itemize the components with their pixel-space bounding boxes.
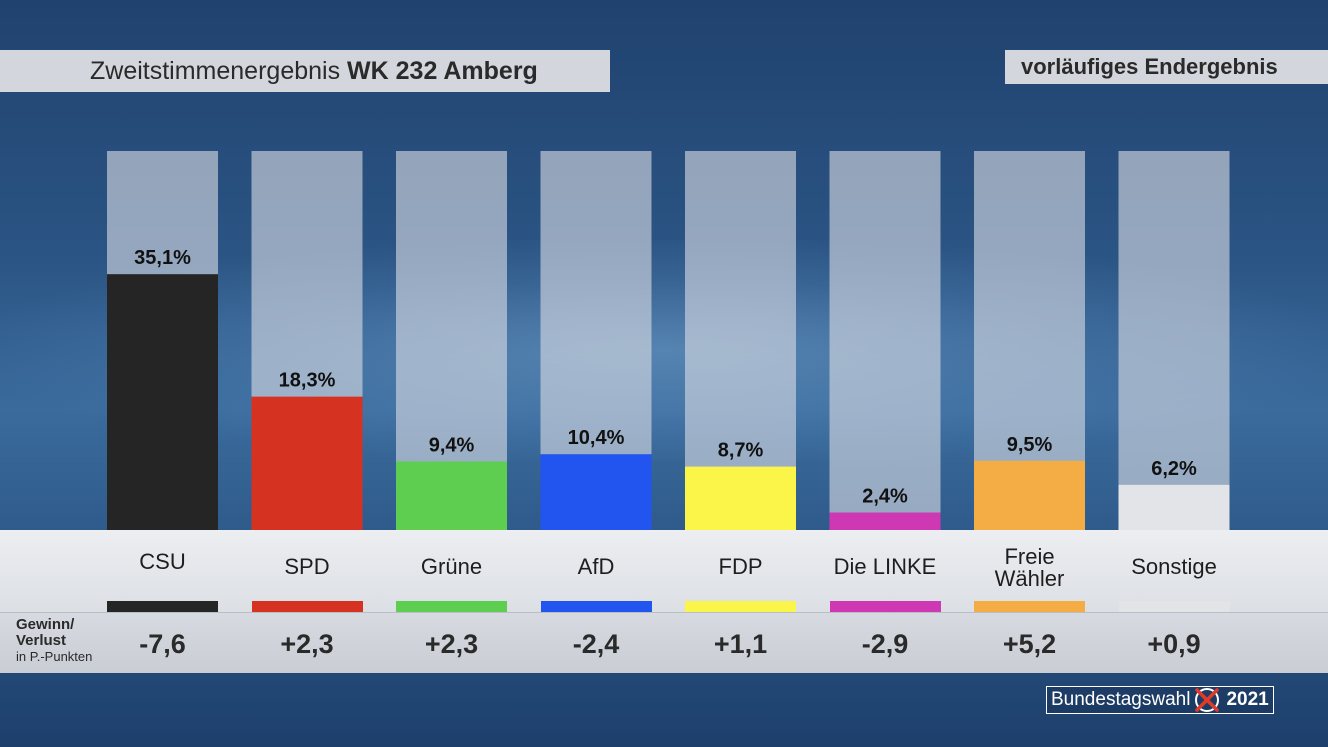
- party-swatch-die-linke: [829, 601, 941, 612]
- gain-loss-label-line3: in P.-Punkten: [16, 649, 93, 664]
- gain-loss-strip: [0, 612, 1328, 673]
- gain-loss-value-freie-waehler: +5,2: [1002, 629, 1057, 659]
- party-swatch-freie-waehler: [974, 601, 1085, 612]
- party-label-gruene: Grüne: [420, 554, 483, 579]
- party-swatch-fdp: [685, 601, 796, 612]
- value-label-gruene: 9,4%: [429, 434, 475, 456]
- party-label-strip: [0, 530, 1328, 612]
- party-label-csu: CSU: [139, 549, 186, 574]
- gain-loss-label-line1: Gewinn/: [16, 616, 75, 633]
- value-label-afd: 10,4%: [568, 427, 625, 449]
- chart-title-constituency: WK 232 Amberg: [347, 57, 538, 85]
- ballot-cross-icon: [1195, 688, 1220, 712]
- party-label-freie-waehler: Freie Wähler: [994, 544, 1065, 591]
- bar-sonstige: [1118, 484, 1230, 530]
- bar-die-linke: [829, 512, 941, 530]
- party-swatch-csu: [107, 601, 218, 612]
- result-status-badge: vorläufiges Endergebnis: [1005, 50, 1328, 84]
- chart-title-box: Zweitstimmenergebnis WK 232 Amberg: [0, 50, 610, 92]
- gain-loss-label-line2: Verlust: [16, 632, 67, 649]
- bar-freie-waehler: [974, 460, 1085, 530]
- value-label-spd: 18,3%: [279, 370, 336, 392]
- bar-track-die-linke: [829, 151, 941, 530]
- gain-loss-value-sonstige: +0,9: [1147, 629, 1201, 659]
- gain-loss-value-fdp: +1,1: [713, 629, 768, 659]
- gain-loss-value-afd: -2,4: [572, 629, 620, 659]
- value-label-fdp: 8,7%: [718, 440, 764, 462]
- logo-year: 2021: [1226, 689, 1269, 710]
- bar-afd: [540, 454, 652, 530]
- gain-loss-label: Gewinn/ Verlust in P.-Punkten: [16, 617, 92, 665]
- value-label-csu: 35,1%: [134, 247, 191, 269]
- chart-title-prefix: Zweitstimmenergebnis: [90, 57, 341, 85]
- value-label-freie-waehler: 9,5%: [1007, 434, 1053, 456]
- party-label-sonstige: Sonstige: [1131, 554, 1217, 579]
- party-swatch-sonstige: [1118, 601, 1230, 612]
- election-logo: Bundestagswahl 2021: [1046, 686, 1274, 714]
- bar-csu: [107, 274, 218, 530]
- gain-loss-value-die-linke: -2,9: [861, 629, 909, 659]
- bar-spd: [251, 396, 363, 530]
- bar-fdp: [685, 466, 796, 530]
- value-label-sonstige: 6,2%: [1151, 458, 1197, 480]
- bar-gruene: [396, 461, 507, 530]
- logo-text: Bundestagswahl: [1051, 689, 1191, 710]
- party-label-spd: SPD: [284, 554, 330, 579]
- gain-loss-value-gruene: +2,3: [424, 629, 479, 659]
- background-glow: [0, 240, 1328, 460]
- party-label-fdp: FDP: [718, 554, 763, 579]
- bar-track-sonstige: [1118, 151, 1230, 530]
- party-label-afd: AfD: [577, 554, 615, 579]
- value-label-die-linke: 2,4%: [862, 486, 908, 508]
- party-swatch-gruene: [396, 601, 507, 612]
- gain-loss-value-csu: -7,6: [139, 629, 186, 659]
- party-swatch-spd: [251, 601, 363, 612]
- party-label-die-linke: Die LINKE: [833, 554, 937, 579]
- gain-loss-value-spd: +2,3: [280, 629, 334, 659]
- party-swatch-afd: [540, 601, 652, 612]
